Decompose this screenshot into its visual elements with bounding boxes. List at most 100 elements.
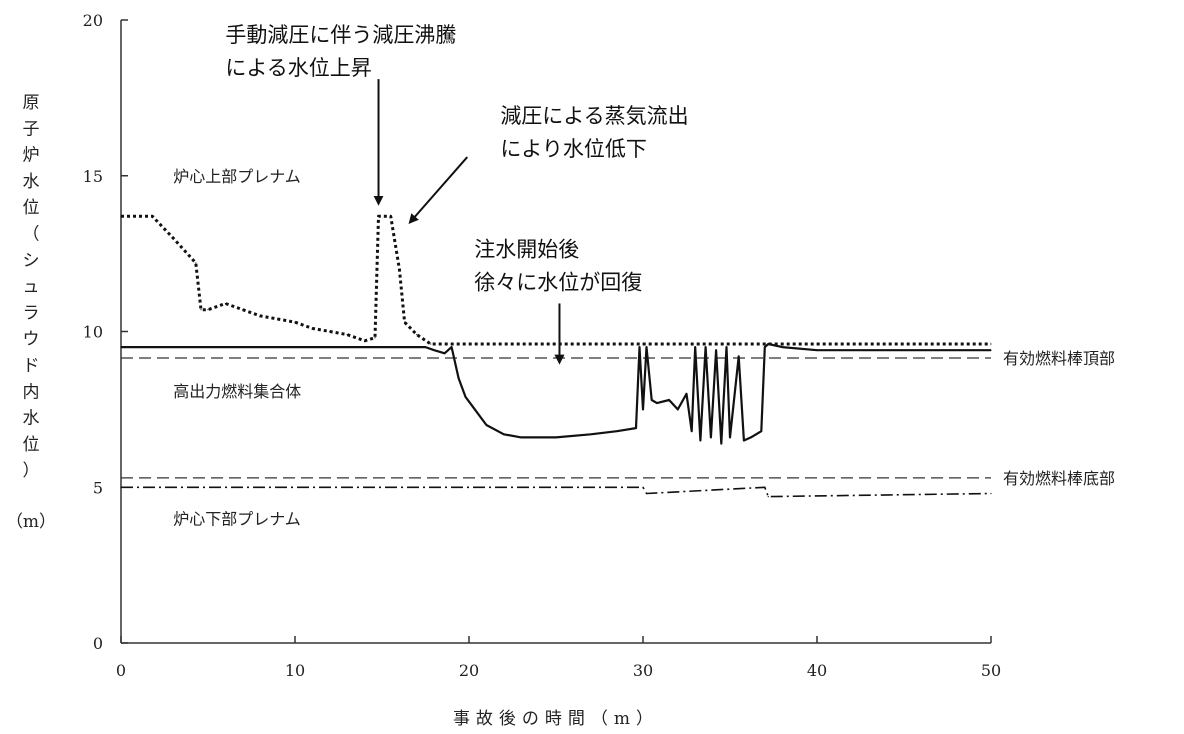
x-tick-label: 30 bbox=[633, 661, 653, 680]
data-point bbox=[743, 439, 745, 442]
x-tick-label: 40 bbox=[807, 661, 827, 680]
data-point bbox=[729, 436, 731, 439]
data-point bbox=[390, 215, 392, 217]
data-point bbox=[398, 268, 400, 270]
y-axis-label-char: 原 bbox=[23, 93, 40, 113]
data-point bbox=[710, 436, 712, 439]
y-axis-label-char: ） bbox=[23, 461, 40, 481]
y-axis-label-char: ウ bbox=[23, 330, 40, 350]
y-axis-label-char: ド bbox=[23, 356, 40, 376]
data-point bbox=[715, 349, 717, 351]
y-axis-label-char: シ bbox=[23, 251, 40, 271]
data-point bbox=[195, 262, 197, 264]
region-label: 高出力燃料集合体 bbox=[173, 382, 301, 401]
data-point bbox=[294, 321, 296, 323]
data-point bbox=[781, 346, 783, 348]
data-point bbox=[685, 393, 688, 395]
annotation-text: 注水開始後 bbox=[474, 238, 579, 262]
y-tick-label: 0 bbox=[93, 634, 103, 653]
data-point bbox=[760, 430, 762, 432]
data-point bbox=[668, 399, 670, 401]
x-tick-label: 20 bbox=[459, 661, 479, 680]
series-line-dotted bbox=[121, 214, 991, 346]
y-axis-label-char: 水 bbox=[23, 409, 40, 429]
data-point bbox=[764, 486, 766, 488]
data-point bbox=[485, 424, 487, 426]
data-point bbox=[464, 396, 467, 398]
data-point bbox=[207, 309, 209, 311]
region-label: 炉心下部プレナム bbox=[173, 510, 301, 529]
data-point bbox=[120, 215, 122, 217]
data-point bbox=[374, 337, 376, 339]
data-point bbox=[520, 436, 522, 439]
data-point bbox=[645, 346, 648, 348]
annotation-text: による水位上昇 bbox=[225, 56, 371, 80]
y-axis-label-char: 子 bbox=[23, 119, 40, 139]
data-point bbox=[555, 436, 557, 439]
data-point bbox=[635, 427, 637, 429]
data-point bbox=[903, 349, 905, 351]
annotation-arrow bbox=[408, 156, 469, 224]
data-point bbox=[433, 349, 435, 351]
data-point bbox=[699, 439, 702, 442]
axes: 0 10 20 30 40 5005101520事故後の時間（m）原子炉水位（シュラウド内… bbox=[6, 11, 1001, 729]
series-line-solid bbox=[121, 342, 991, 445]
annotation-text: により水位低下 bbox=[500, 137, 647, 161]
data-point bbox=[694, 346, 696, 348]
data-point bbox=[277, 318, 279, 320]
data-point bbox=[990, 349, 992, 351]
data-point bbox=[151, 215, 153, 217]
data-point bbox=[503, 433, 505, 435]
data-point bbox=[990, 492, 992, 495]
data-point bbox=[364, 340, 366, 342]
data-point bbox=[259, 315, 261, 317]
data-point bbox=[642, 408, 644, 410]
region-label: 炉心上部プレナム bbox=[173, 167, 301, 186]
data-point bbox=[677, 408, 679, 410]
series-group bbox=[120, 214, 992, 498]
data-point bbox=[430, 343, 432, 345]
data-point bbox=[311, 327, 313, 329]
annotation-text: 減圧による蒸気流出 bbox=[500, 104, 688, 128]
data-point bbox=[120, 346, 122, 348]
data-point bbox=[416, 334, 418, 336]
data-point bbox=[444, 352, 446, 354]
data-point bbox=[590, 433, 592, 435]
data-point bbox=[377, 215, 380, 217]
data-point bbox=[346, 334, 348, 336]
y-axis-label-char: 炉 bbox=[23, 146, 40, 166]
data-point bbox=[451, 343, 453, 345]
y-axis-label-char: 位 bbox=[23, 435, 40, 455]
y-axis-label-char: （ bbox=[23, 225, 40, 245]
data-point bbox=[616, 430, 618, 432]
data-point bbox=[656, 402, 658, 404]
y-axis-label-char: 内 bbox=[23, 382, 40, 402]
y-axis-label-char: 位 bbox=[23, 198, 40, 218]
data-point bbox=[451, 346, 453, 348]
data-point bbox=[224, 302, 226, 305]
reference-line-label: 有効燃料棒頂部 bbox=[1003, 349, 1115, 368]
annotation-text: 徐々に水位が回復 bbox=[474, 271, 642, 295]
data-point bbox=[471, 405, 474, 407]
data-point bbox=[720, 443, 722, 445]
data-point bbox=[738, 355, 740, 358]
data-point bbox=[651, 399, 653, 401]
data-point bbox=[404, 321, 406, 323]
x-tick-label: 10 bbox=[285, 661, 305, 680]
data-point bbox=[120, 486, 122, 488]
data-point bbox=[645, 492, 648, 495]
x-tick-label: 0 bbox=[116, 661, 126, 680]
annotations: 手動減圧に伴う減圧沸騰による水位上昇減圧による蒸気流出により水位低下注水開始後徐… bbox=[225, 23, 689, 365]
data-point bbox=[457, 377, 460, 379]
y-axis-label-char: ュ bbox=[23, 277, 40, 297]
data-point bbox=[642, 486, 644, 488]
data-point bbox=[424, 346, 427, 348]
series-line-dashdot bbox=[121, 486, 992, 498]
y-axis-unit: （m） bbox=[6, 512, 56, 532]
y-tick-label: 15 bbox=[83, 167, 103, 186]
y-tick-label: 10 bbox=[83, 323, 103, 342]
y-axis-label-char: 水 bbox=[23, 172, 40, 192]
y-axis-label-char: ラ bbox=[23, 303, 40, 323]
